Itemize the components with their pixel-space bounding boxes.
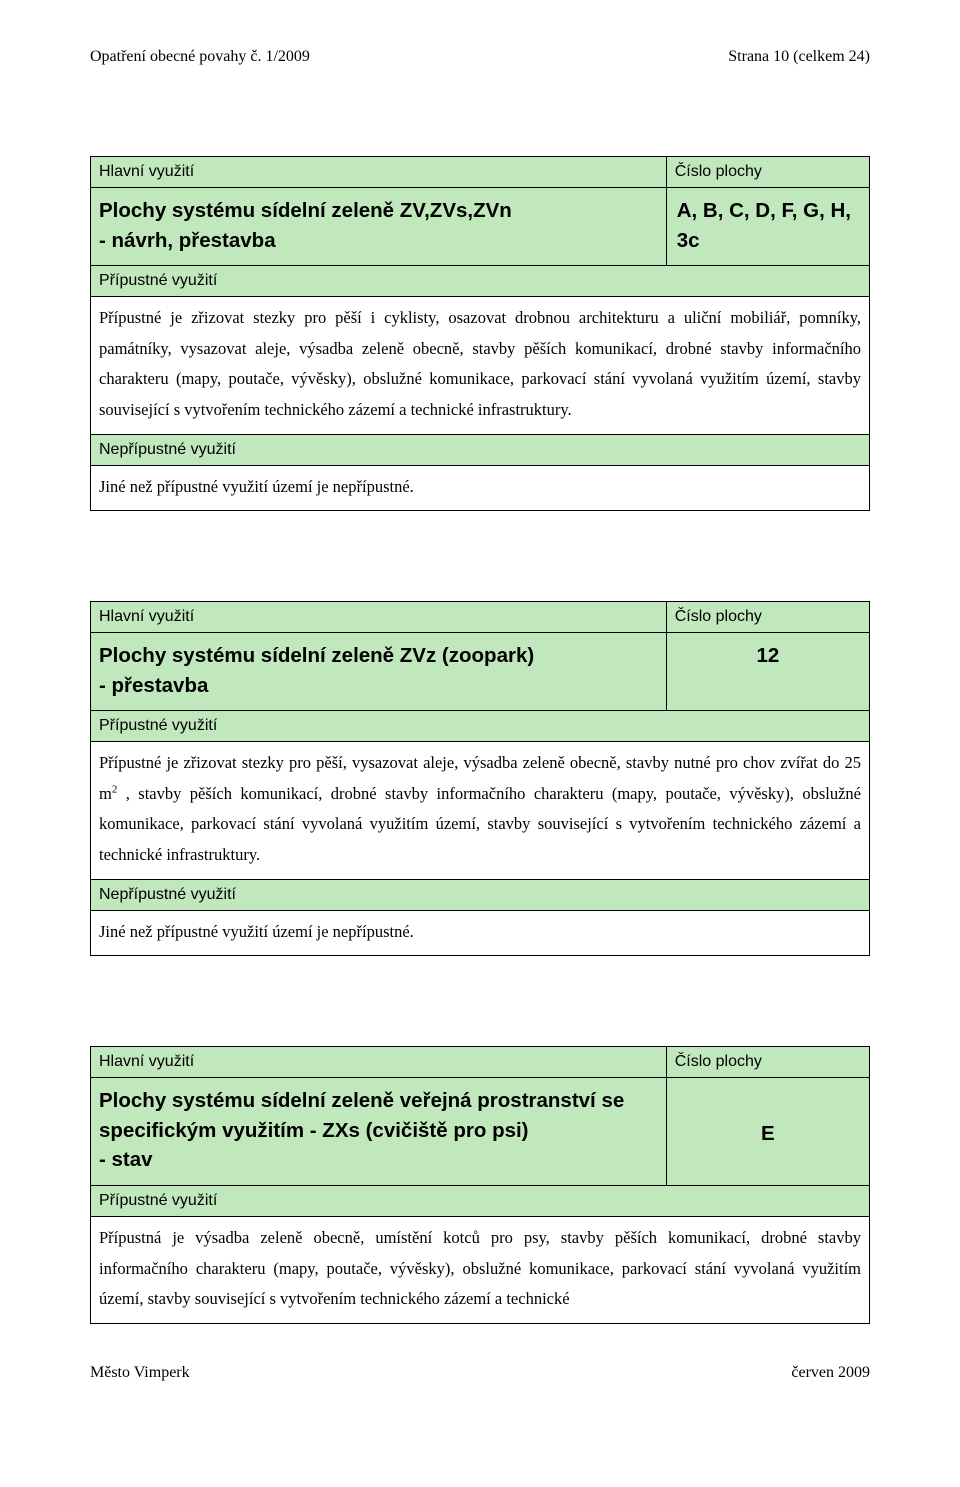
block1-pripustne-text: Přípustné je zřizovat stezky pro pěší i …: [91, 297, 869, 434]
label-nepripustne-vyuziti: Nepřípustné využití: [91, 435, 869, 466]
label-pripustne-vyuziti: Přípustné využití: [91, 266, 869, 297]
block2-title: Plochy systému sídelní zeleně ZVz (zoopa…: [91, 633, 667, 711]
block3-code: E: [667, 1078, 869, 1186]
document-page: Opatření obecné povahy č. 1/2009 Strana …: [0, 0, 960, 1422]
label-pripustne-vyuziti: Přípustné využití: [91, 1186, 869, 1217]
block-zxs-cviciste: Hlavní využití Číslo plochy Plochy systé…: [90, 1046, 870, 1324]
label-hlavni-vyuziti: Hlavní využití: [91, 1047, 667, 1078]
block2-pripustne-text: Přípustné je zřizovat stezky pro pěší, v…: [91, 742, 869, 879]
block1-code: A, B, C, D, F, G, H, 3c: [667, 188, 869, 266]
footer-left: Město Vimperk: [90, 1364, 190, 1382]
label-hlavni-vyuziti: Hlavní využití: [91, 602, 667, 633]
block2-nepripustne-text: Jiné než přípustné využití území je nepř…: [91, 911, 869, 956]
block-zvz-zoopark: Hlavní využití Číslo plochy Plochy systé…: [90, 601, 870, 956]
header-left: Opatření obecné povahy č. 1/2009: [90, 48, 310, 66]
label-cislo-plochy: Číslo plochy: [667, 602, 869, 633]
label-cislo-plochy: Číslo plochy: [667, 157, 869, 188]
page-footer: Město Vimperk červen 2009: [90, 1364, 870, 1382]
label-hlavni-vyuziti: Hlavní využití: [91, 157, 667, 188]
block-zv-zvs-zvn: Hlavní využití Číslo plochy Plochy systé…: [90, 156, 870, 511]
block1-title: Plochy systému sídelní zeleně ZV,ZVs,ZVn…: [91, 188, 667, 266]
label-nepripustne-vyuziti: Nepřípustné využití: [91, 880, 869, 911]
label-pripustne-vyuziti: Přípustné využití: [91, 711, 869, 742]
block3-title: Plochy systému sídelní zeleně veřejná pr…: [91, 1078, 667, 1186]
block3-pripustne-text: Přípustná je výsadba zeleně obecně, umís…: [91, 1217, 869, 1323]
footer-right: červen 2009: [791, 1364, 870, 1382]
block1-nepripustne-text: Jiné než přípustné využití území je nepř…: [91, 466, 869, 511]
page-header: Opatření obecné povahy č. 1/2009 Strana …: [90, 48, 870, 66]
block2-pripustne-after: , stavby pěších komunikací, drobné stavb…: [99, 784, 861, 864]
header-right: Strana 10 (celkem 24): [728, 48, 870, 66]
label-cislo-plochy: Číslo plochy: [667, 1047, 869, 1078]
block2-code: 12: [667, 633, 869, 711]
